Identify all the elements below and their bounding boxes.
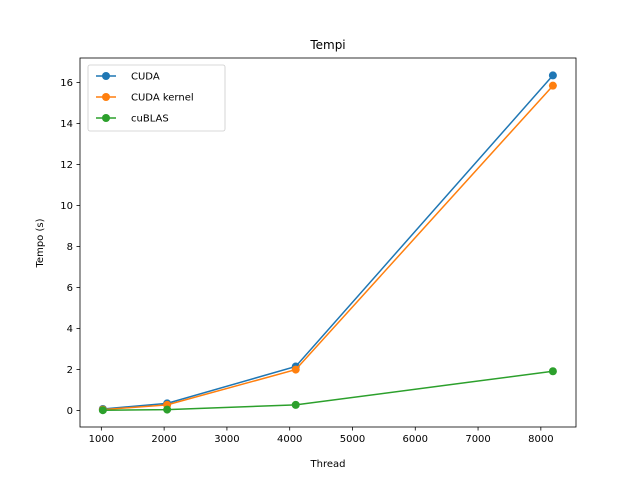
series-group bbox=[98, 71, 557, 415]
y-tick-label: 12 bbox=[60, 160, 73, 171]
x-axis-label: Thread bbox=[310, 459, 346, 470]
y-axis-label: Tempo (s) bbox=[35, 218, 46, 268]
x-tick-label: 6000 bbox=[403, 434, 428, 445]
y-tick-label: 0 bbox=[67, 406, 73, 417]
series-line bbox=[102, 370, 553, 411]
y-tick-label: 8 bbox=[67, 242, 73, 253]
x-tick-label: 5000 bbox=[340, 434, 365, 445]
y-tick-label: 6 bbox=[67, 283, 73, 294]
chart-title: Tempi bbox=[309, 38, 345, 52]
data-point bbox=[98, 406, 107, 415]
legend-label: cuBLAS bbox=[131, 114, 169, 125]
series-line bbox=[102, 85, 554, 411]
y-tick-label: 2 bbox=[67, 365, 73, 376]
y-tick-label: 4 bbox=[67, 324, 73, 335]
legend-marker bbox=[102, 93, 110, 101]
data-point bbox=[548, 367, 557, 376]
y-tick-label: 10 bbox=[60, 201, 73, 212]
legend-box bbox=[87, 64, 226, 132]
legend-label: CUDA kernel bbox=[131, 93, 194, 104]
data-point bbox=[163, 405, 172, 414]
data-point bbox=[291, 400, 300, 409]
legend-marker bbox=[102, 72, 110, 80]
legend: CUDA CUDA kernel cuBLAS bbox=[87, 64, 226, 132]
legend-marker bbox=[102, 114, 110, 122]
x-tick-label: 8000 bbox=[528, 434, 553, 445]
y-tick-label: 16 bbox=[60, 78, 73, 89]
series-line bbox=[102, 74, 554, 410]
series-2 bbox=[98, 367, 557, 415]
x-tick-label: 3000 bbox=[214, 434, 239, 445]
y-axis-ticks: 0 2 4 6 8 10 12 14 16 bbox=[60, 78, 80, 417]
x-tick-label: 7000 bbox=[465, 434, 490, 445]
x-tick-label: 2000 bbox=[151, 434, 176, 445]
data-point bbox=[548, 81, 557, 90]
x-axis-ticks: 1000 2000 3000 4000 5000 6000 7000 8000 bbox=[89, 427, 554, 445]
x-tick-label: 1000 bbox=[89, 434, 114, 445]
x-tick-label: 4000 bbox=[277, 434, 302, 445]
y-tick-label: 14 bbox=[60, 119, 73, 130]
legend-label: CUDA bbox=[131, 72, 160, 83]
data-point bbox=[291, 365, 300, 374]
data-point bbox=[548, 71, 557, 80]
